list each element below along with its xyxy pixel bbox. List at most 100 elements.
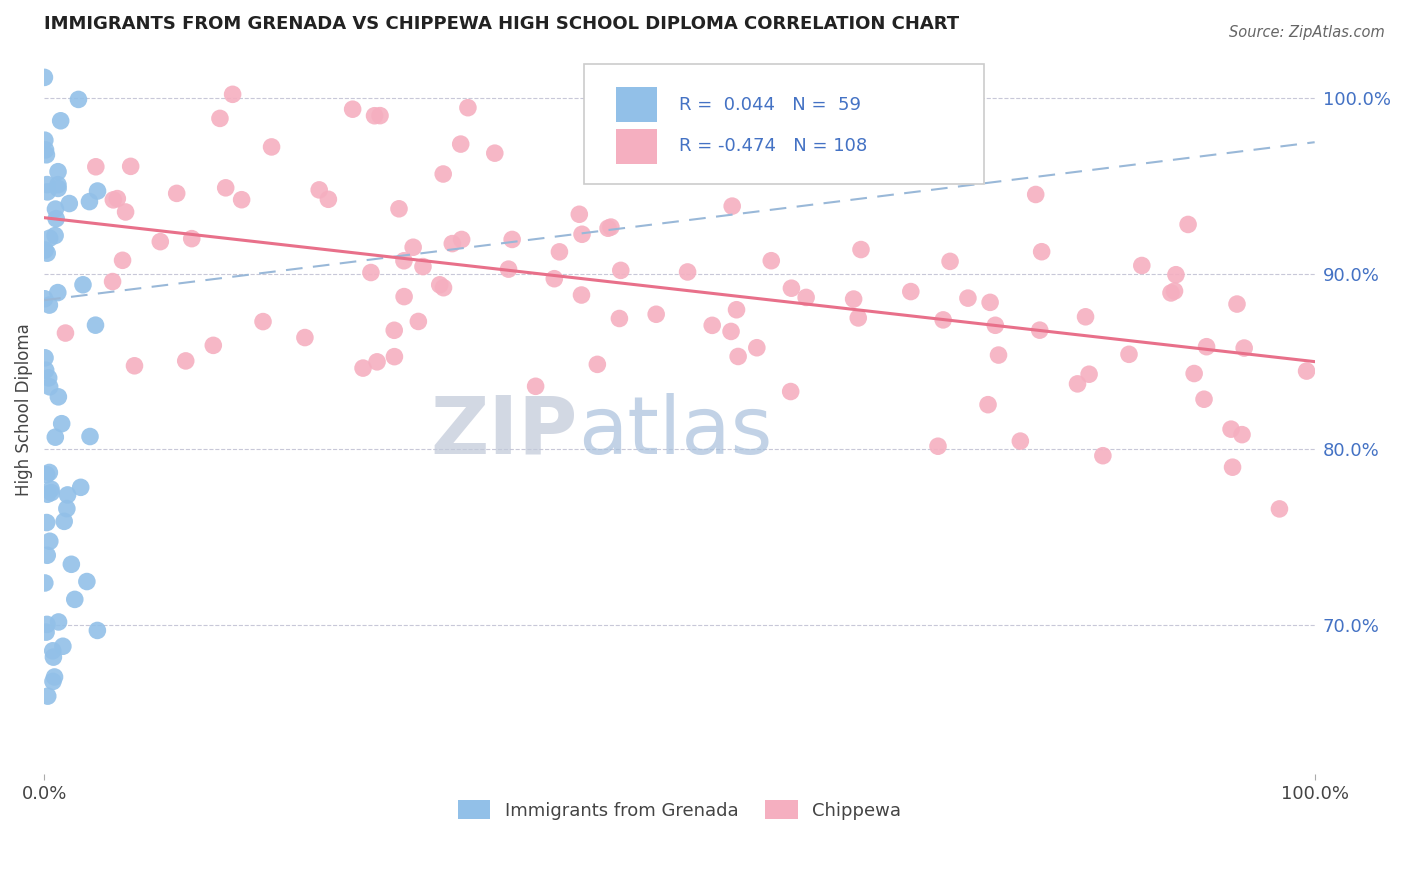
Point xyxy=(609,311,631,326)
Point xyxy=(215,181,238,195)
Point xyxy=(34,576,56,591)
Point xyxy=(599,220,621,235)
Point xyxy=(58,196,80,211)
Point xyxy=(1177,218,1199,232)
Point xyxy=(42,674,65,689)
Point xyxy=(849,243,872,257)
Point xyxy=(524,379,547,393)
Point xyxy=(1195,340,1218,354)
Bar xyxy=(616,87,657,122)
Point xyxy=(111,253,134,268)
Point xyxy=(688,89,710,103)
Point xyxy=(429,277,451,292)
Point xyxy=(252,315,274,329)
Point xyxy=(956,291,979,305)
Point xyxy=(1268,502,1291,516)
Point xyxy=(548,244,571,259)
Point xyxy=(1091,449,1114,463)
Point xyxy=(56,501,79,516)
Point xyxy=(208,112,231,126)
Point xyxy=(727,350,749,364)
Point xyxy=(38,466,60,480)
Point xyxy=(44,430,66,444)
Point xyxy=(1066,376,1088,391)
Point xyxy=(484,146,506,161)
Point xyxy=(63,592,86,607)
Point xyxy=(53,514,76,528)
Text: Source: ZipAtlas.com: Source: ZipAtlas.com xyxy=(1229,25,1385,40)
Point xyxy=(780,281,803,295)
Point xyxy=(37,185,59,199)
Point xyxy=(450,232,472,246)
Point xyxy=(582,159,605,173)
Point xyxy=(44,228,66,243)
Point xyxy=(360,266,382,280)
Point xyxy=(101,275,124,289)
Point xyxy=(1233,341,1256,355)
Point xyxy=(39,482,62,496)
Point xyxy=(60,558,83,572)
Legend: Immigrants from Grenada, Chippewa: Immigrants from Grenada, Chippewa xyxy=(450,793,908,827)
Point xyxy=(610,263,633,277)
Point xyxy=(432,167,454,181)
Point xyxy=(42,650,65,665)
Point xyxy=(720,325,742,339)
Point xyxy=(202,338,225,352)
Point xyxy=(1025,187,1047,202)
FancyBboxPatch shape xyxy=(583,64,984,184)
Point xyxy=(49,113,72,128)
Point xyxy=(761,253,783,268)
Point xyxy=(120,160,142,174)
Point xyxy=(38,380,60,394)
Point xyxy=(221,87,243,102)
Point xyxy=(725,302,748,317)
Point xyxy=(44,202,66,216)
Point xyxy=(84,160,107,174)
Point xyxy=(46,181,69,195)
Point xyxy=(105,192,128,206)
Point xyxy=(1226,297,1249,311)
Point xyxy=(86,184,108,198)
Point xyxy=(1078,368,1101,382)
Point xyxy=(721,199,744,213)
Point xyxy=(676,265,699,279)
Point xyxy=(408,314,430,328)
Point xyxy=(84,318,107,333)
Point xyxy=(977,398,1000,412)
Point xyxy=(34,243,56,257)
Point xyxy=(388,202,411,216)
Point xyxy=(900,285,922,299)
Point xyxy=(1295,364,1317,378)
Point xyxy=(1010,434,1032,449)
Point xyxy=(42,644,65,658)
Point xyxy=(368,109,391,123)
Point xyxy=(384,350,406,364)
Point xyxy=(46,164,69,178)
Text: ZIP: ZIP xyxy=(430,392,578,471)
Point xyxy=(450,137,472,152)
Point xyxy=(568,207,591,221)
Point xyxy=(37,549,59,563)
Point xyxy=(45,211,67,226)
Point xyxy=(79,429,101,443)
Point xyxy=(402,240,425,254)
Point xyxy=(846,310,869,325)
Point xyxy=(779,384,801,399)
Point xyxy=(48,390,70,404)
Point xyxy=(38,298,60,312)
Point xyxy=(114,205,136,219)
Point xyxy=(571,227,593,242)
Point xyxy=(392,290,415,304)
Point xyxy=(76,574,98,589)
Point xyxy=(571,288,593,302)
Point xyxy=(318,192,340,206)
Point xyxy=(441,236,464,251)
Point xyxy=(342,102,364,116)
Point xyxy=(987,348,1010,362)
Point xyxy=(72,277,94,292)
Point xyxy=(86,624,108,638)
Point xyxy=(1220,422,1243,436)
Point xyxy=(44,670,66,684)
Point xyxy=(352,361,374,376)
Point xyxy=(1222,460,1244,475)
